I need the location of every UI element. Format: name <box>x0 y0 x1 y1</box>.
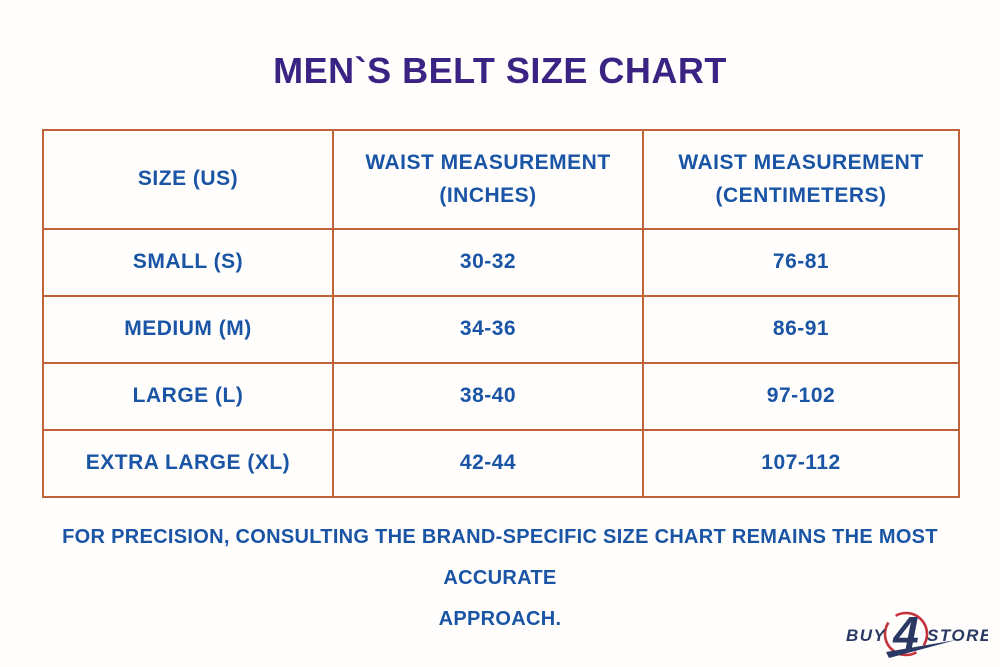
page-title: MEN`S BELT SIZE CHART <box>273 50 727 91</box>
cell-inches: 42-44 <box>332 429 644 498</box>
logo-text-buy: BUY <box>846 626 887 645</box>
cell-inches: 34-36 <box>332 295 644 364</box>
cell-centimeters: 97-102 <box>642 362 960 431</box>
note-text: FOR PRECISION, CONSULTING THE BRAND-SPEC… <box>62 526 938 630</box>
cell-inches: 38-40 <box>332 362 644 431</box>
logo-text-store: STORE <box>927 626 988 645</box>
cell-inches: 30-32 <box>332 228 644 297</box>
cell-centimeters: 107-112 <box>642 429 960 498</box>
header-cell-inches: WAIST MEASUREMENT (INCHES) <box>332 129 644 230</box>
brand-logo: BUY 4 STORE <box>846 607 988 659</box>
table-row-medium: MEDIUM (M) 34-36 86-91 <box>42 295 960 364</box>
logo-ring-icon <box>883 611 929 657</box>
table-row-small: SMALL (S) 30-32 76-81 <box>42 228 960 297</box>
cell-size: EXTRA LARGE (XL) <box>42 429 334 498</box>
cell-centimeters: 76-81 <box>642 228 960 297</box>
cell-centimeters: 86-91 <box>642 295 960 364</box>
cell-size: MEDIUM (M) <box>42 295 334 364</box>
logo-digit: 4 <box>892 607 919 659</box>
logo-swoosh-icon <box>886 640 956 658</box>
cell-size: SMALL (S) <box>42 228 334 297</box>
table-row-extra-large: EXTRA LARGE (XL) 42-44 107-112 <box>42 429 960 498</box>
cell-size: LARGE (L) <box>42 362 334 431</box>
table-header-row: SIZE (US) WAIST MEASUREMENT (INCHES) WAI… <box>42 129 960 230</box>
size-chart-table: SIZE (US) WAIST MEASUREMENT (INCHES) WAI… <box>42 129 960 498</box>
header-cell-centimeters: WAIST MEASUREMENT (CENTIMETERS) <box>642 129 960 230</box>
header-cell-size: SIZE (US) <box>42 129 334 230</box>
table-row-large: LARGE (L) 38-40 97-102 <box>42 362 960 431</box>
